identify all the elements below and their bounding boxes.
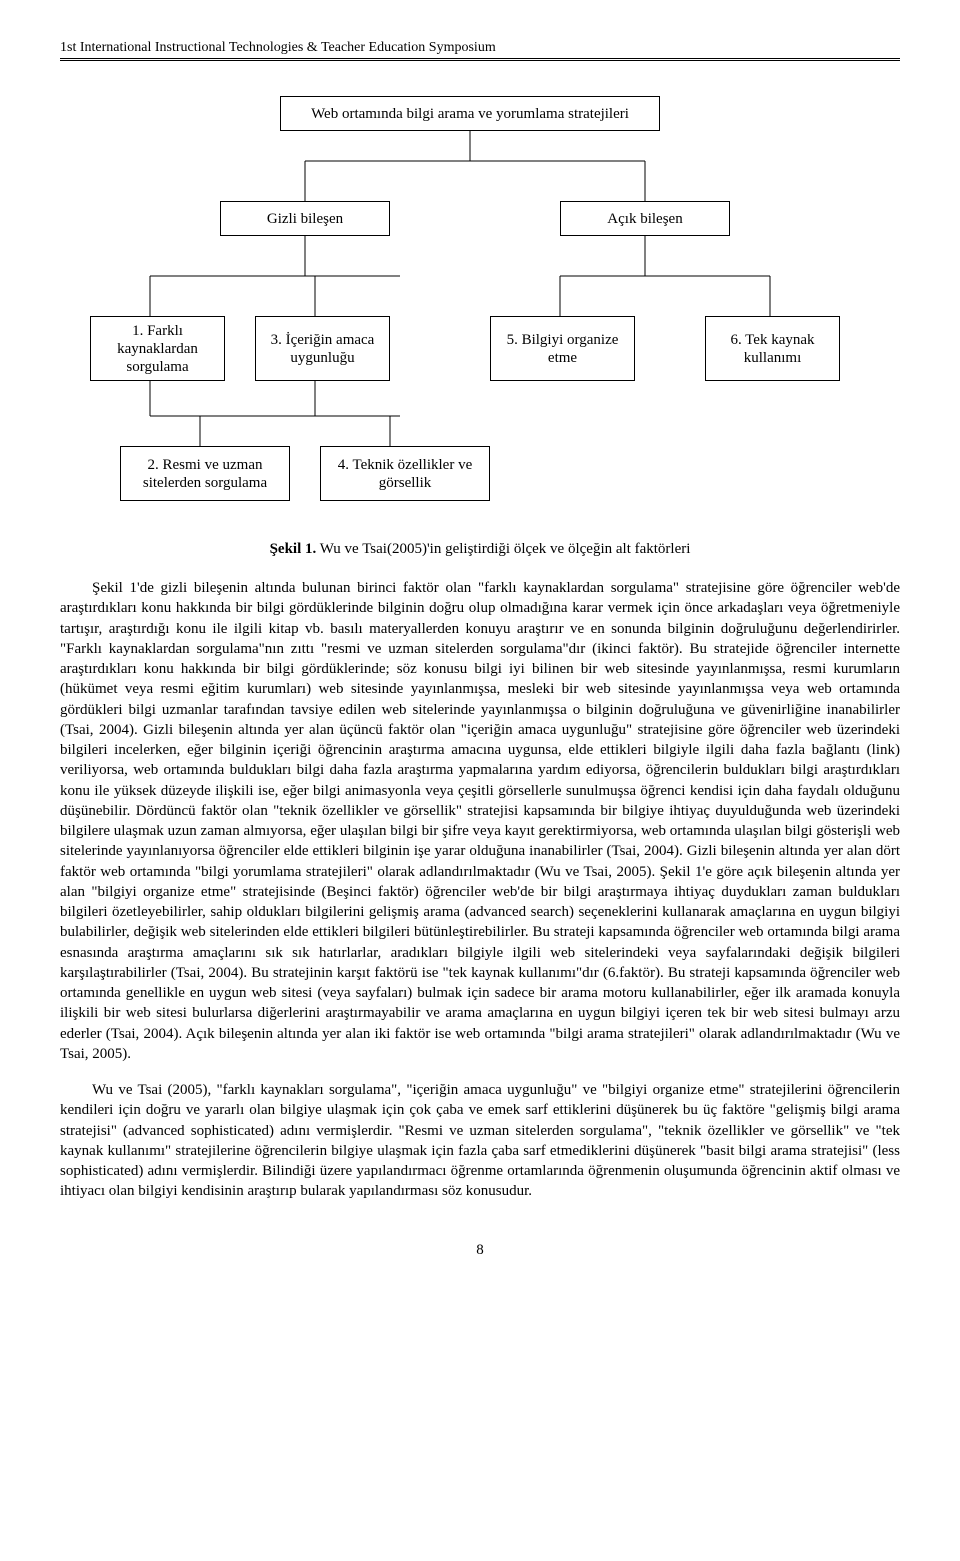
page-header: 1st International Instructional Technolo… xyxy=(60,40,900,61)
diagram-gizli-box: Gizli bileşen xyxy=(220,201,390,236)
figure-caption: Şekil 1. Wu ve Tsai(2005)'in geliştirdiğ… xyxy=(60,541,900,558)
diagram-box-5: 5. Bilgiyi organize etme xyxy=(490,316,635,381)
paragraph-1: Şekil 1'de gizli bileşenin altında bulun… xyxy=(60,578,900,1064)
diagram-box-2: 2. Resmi ve uzman sitelerden sorgulama xyxy=(120,446,290,501)
diagram-box-3: 3. İçeriğin amaca uygunluğu xyxy=(255,316,390,381)
diagram-box-6: 6. Tek kaynak kullanımı xyxy=(705,316,840,381)
figure-caption-label: Şekil 1. xyxy=(270,541,317,557)
diagram-box-1: 1. Farklı kaynaklardan sorgulama xyxy=(90,316,225,381)
figure-caption-text: Wu ve Tsai(2005)'in geliştirdiği ölçek v… xyxy=(316,541,690,557)
diagram-box-4: 4. Teknik özellikler ve görsellik xyxy=(320,446,490,501)
paragraph-2: Wu ve Tsai (2005), "farklı kaynakları so… xyxy=(60,1080,900,1202)
diagram-top-box: Web ortamında bilgi arama ve yorumlama s… xyxy=(280,96,660,131)
page-number: 8 xyxy=(60,1242,900,1259)
diagram-container: Web ortamında bilgi arama ve yorumlama s… xyxy=(90,91,870,521)
diagram-acik-box: Açık bileşen xyxy=(560,201,730,236)
